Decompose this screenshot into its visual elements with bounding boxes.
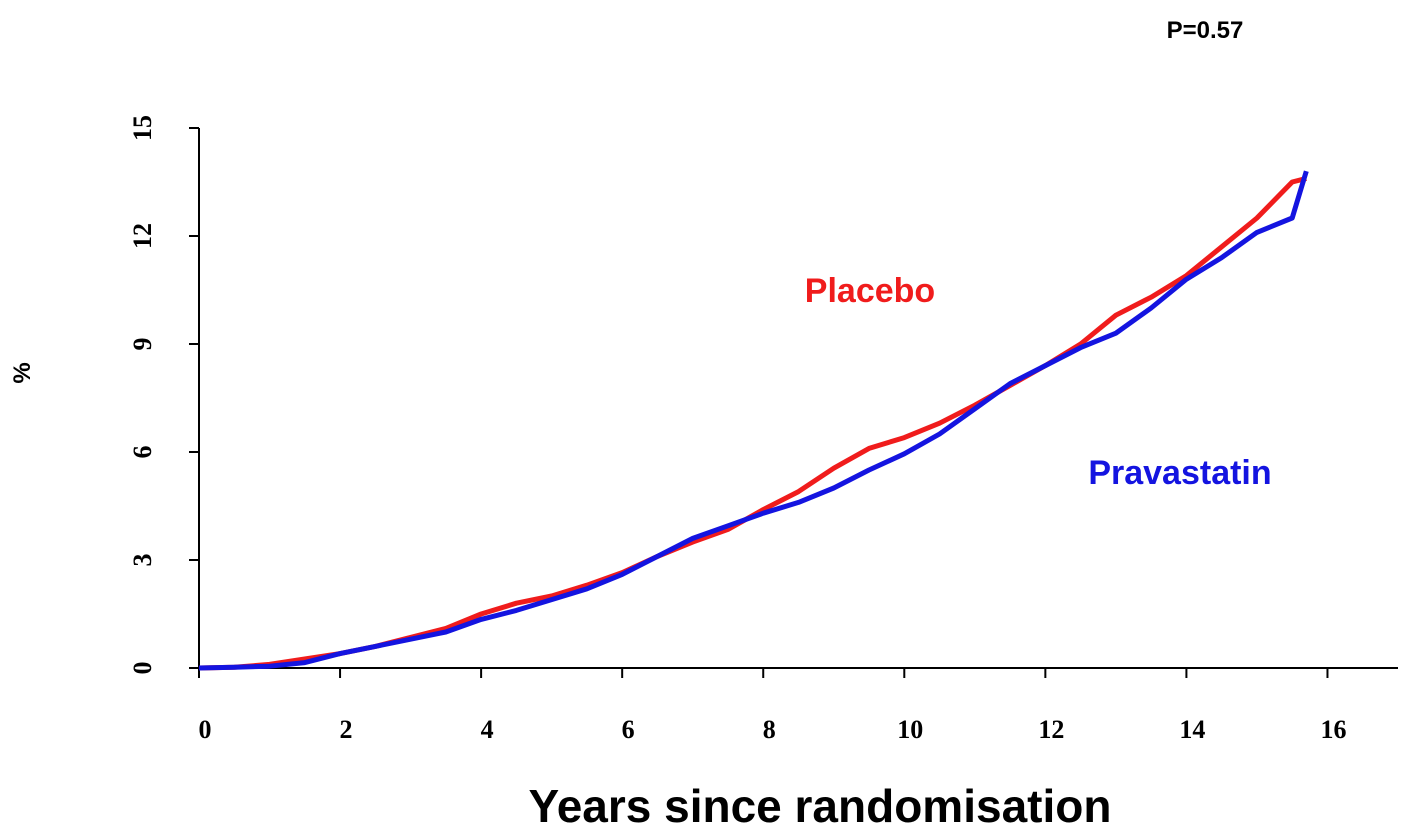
x-tick-label: 4 bbox=[481, 715, 494, 744]
p-value: P=0.57 bbox=[1167, 17, 1244, 44]
y-tick-label: 9 bbox=[128, 338, 157, 351]
y-tick-label: 6 bbox=[128, 446, 157, 459]
x-tick-label: 12 bbox=[1038, 715, 1064, 744]
y-tick-label: 0 bbox=[128, 662, 157, 675]
series-line bbox=[198, 175, 1307, 671]
x-tick-label: 6 bbox=[622, 715, 635, 744]
series-label: Pravastatin bbox=[1088, 454, 1271, 492]
series-label: Placebo bbox=[805, 272, 935, 310]
x-tick-label: 10 bbox=[897, 715, 923, 744]
x-tick-label: 14 bbox=[1179, 715, 1205, 744]
x-tick-label: 8 bbox=[763, 715, 776, 744]
x-axis-label: Years since randomisation bbox=[529, 780, 1112, 832]
y-tick-label: 12 bbox=[128, 223, 157, 249]
y-axis-label: % bbox=[9, 362, 36, 383]
x-tick-label: 16 bbox=[1320, 715, 1346, 744]
y-tick-label: 15 bbox=[128, 115, 157, 141]
y-tick-label: 3 bbox=[128, 554, 157, 567]
series-line bbox=[198, 170, 1309, 671]
x-tick-label: 0 bbox=[199, 715, 212, 744]
x-tick-label: 2 bbox=[340, 715, 353, 744]
